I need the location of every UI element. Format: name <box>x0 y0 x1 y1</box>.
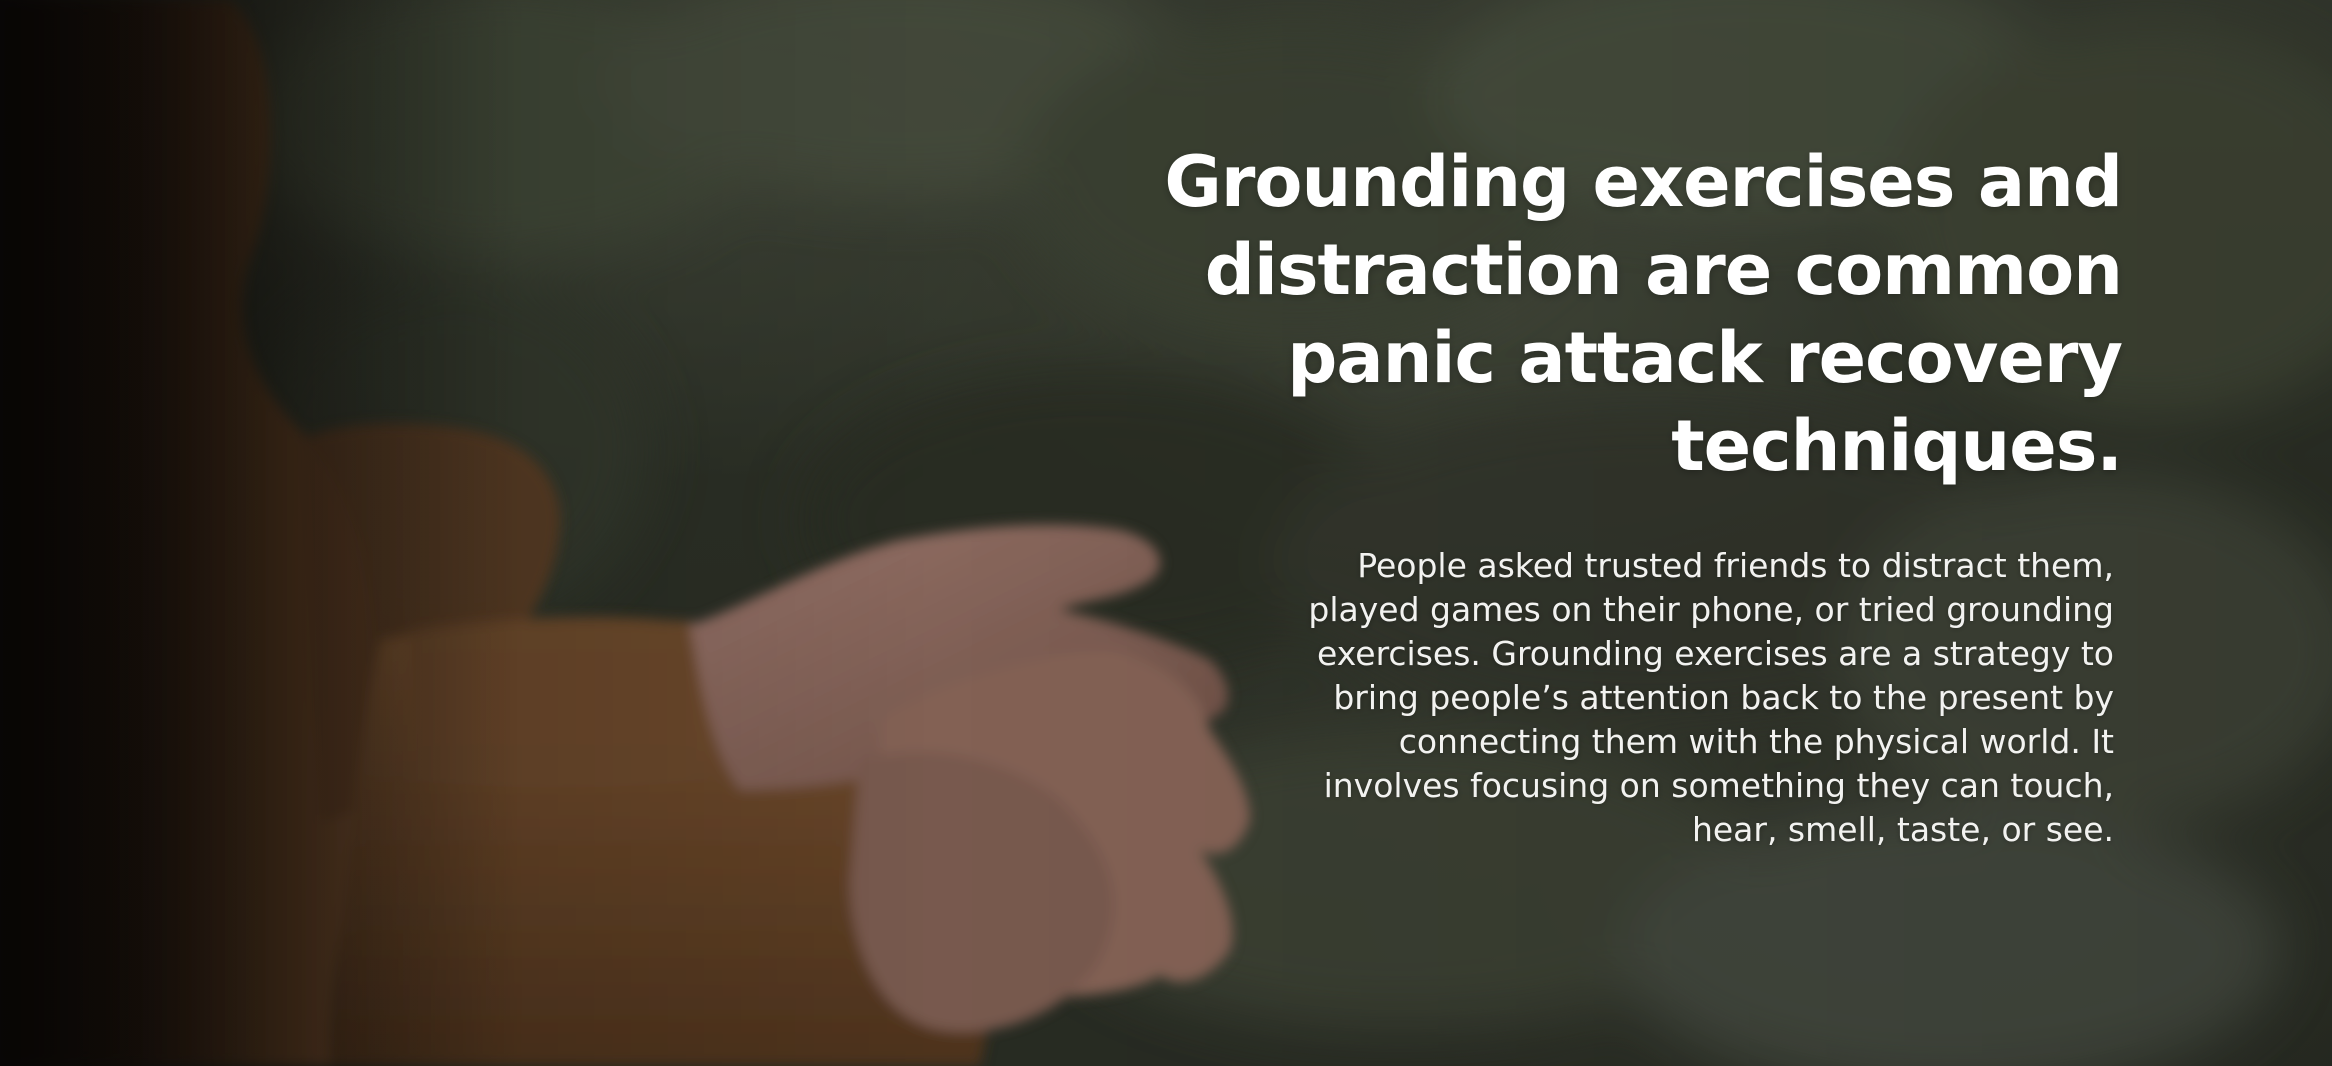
hero-text-block: Grounding exercises and distraction are … <box>1022 138 2123 852</box>
hero-headline: Grounding exercises and distraction are … <box>1164 141 2123 487</box>
hero-body-text: People asked trusted friends to distract… <box>1308 546 2114 849</box>
